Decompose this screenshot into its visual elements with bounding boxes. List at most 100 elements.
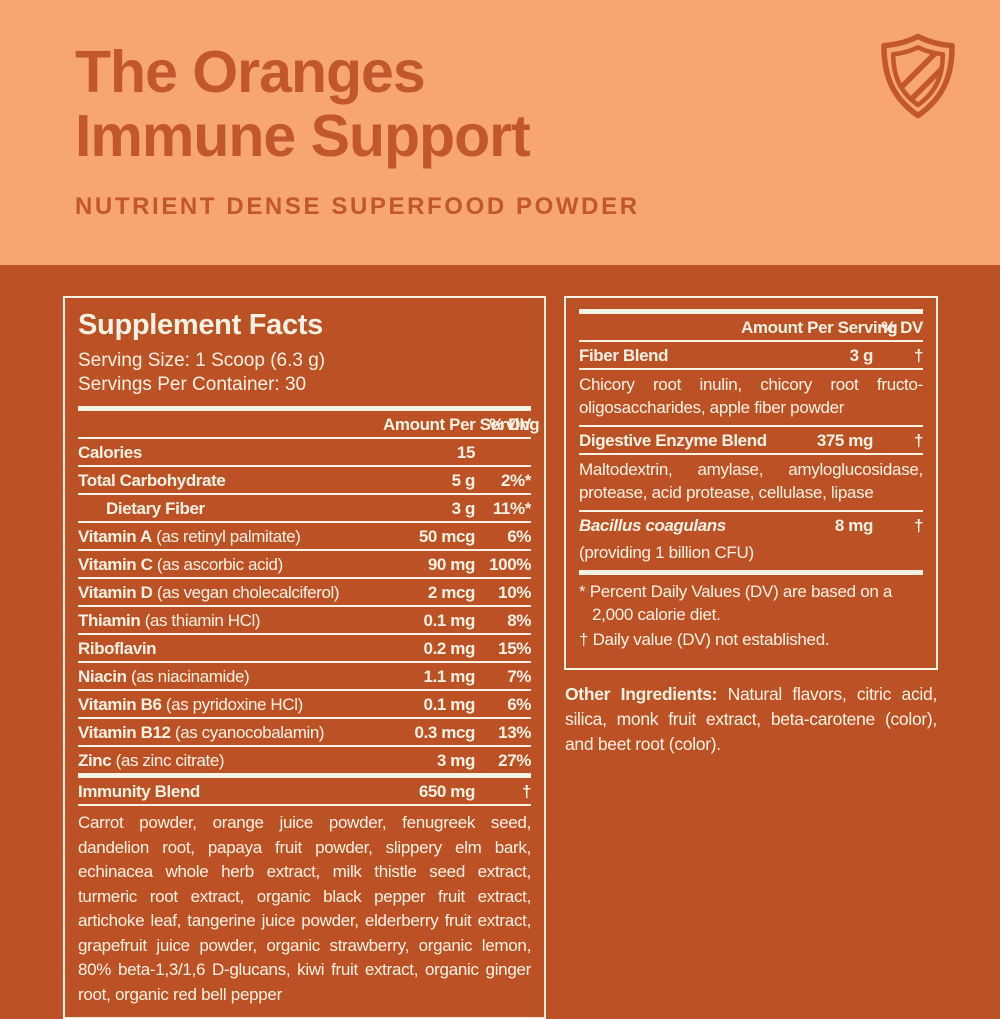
thin-divider xyxy=(78,804,531,806)
table-row: Calories 15 xyxy=(78,439,531,467)
column-header-dv: % DV xyxy=(489,415,531,434)
nutrient-dv: † xyxy=(521,782,531,801)
nutrient-name-source: (as zinc citrate) xyxy=(111,751,225,770)
nutrient-name-source: (as ascorbic acid) xyxy=(152,555,283,574)
blend-section: Digestive Enzyme Blend 375 mg † Maltodex… xyxy=(579,425,923,510)
nutrient-amount: 5 g xyxy=(451,471,476,490)
blend-description: Chicory root inulin, chicory root fructo… xyxy=(579,375,923,417)
blend-sections: Fiber Blend 3 g † Chicory root inulin, c… xyxy=(579,342,923,570)
table-row: Dietary Fiber 3 g 11%* xyxy=(78,495,531,523)
table-row: Vitamin D (as vegan cholecalciferol) 2 m… xyxy=(78,579,531,607)
table-row: Niacin (as niacinamide) 1.1 mg 7% xyxy=(78,663,531,691)
other-ingredients: Other Ingredients: Natural flavors, citr… xyxy=(564,682,938,757)
footnote-not-established: † Daily value (DV) not established. xyxy=(579,630,830,649)
blend-row: Bacillus coagulans 8 mg † xyxy=(579,512,923,538)
nutrient-amount: 650 mg xyxy=(418,782,476,801)
blend-name: Bacillus coagulans xyxy=(579,516,726,535)
nutrient-name-source: (as pyridoxine HCl) xyxy=(161,695,303,714)
blends-panel: Amount Per Serving % DV Fiber Blend 3 g … xyxy=(564,296,938,670)
table-row: Riboflavin 0.2 mg 15% xyxy=(78,635,531,663)
blend-section: Bacillus coagulans 8 mg † (providing 1 b… xyxy=(579,510,923,570)
blend-description-wrap: Chicory root inulin, chicory root fructo… xyxy=(579,368,923,425)
nutrient-dv: 8% xyxy=(507,611,531,630)
serving-size: Serving Size: 1 Scoop (6.3 g) xyxy=(78,350,326,371)
blend-description: (providing 1 billion CFU) xyxy=(579,543,754,562)
nutrient-name-source: (as retinyl palmitate) xyxy=(151,527,301,546)
supplement-facts-panel: Supplement Facts Serving Size: 1 Scoop (… xyxy=(63,296,546,1019)
nutrient-dv: 6% xyxy=(507,695,531,714)
blend-description-wrap: (providing 1 billion CFU) xyxy=(579,538,923,570)
nutrient-amount: 2 mcg xyxy=(427,583,476,602)
nutrient-dv: 27% xyxy=(498,751,531,770)
label-header: The Oranges Immune Support NUTRIENT DENS… xyxy=(0,0,1000,265)
other-ingredients-text: Natural flavors, citric acid, silica, mo… xyxy=(565,684,938,754)
nutrient-amount: 1.1 mg xyxy=(423,667,476,686)
blend-amount: 3 g xyxy=(849,346,874,365)
column-header-amount: Amount Per Serving xyxy=(741,318,898,337)
nutrient-amount: 50 mcg xyxy=(418,527,476,546)
table-row: Total Carbohydrate 5 g 2%* xyxy=(78,467,531,495)
blend-name: Fiber Blend xyxy=(579,346,669,365)
table-row: Vitamin B6 (as pyridoxine HCl) 0.1 mg 6% xyxy=(78,691,531,719)
blend-description-wrap: Maltodextrin, amylase, amyloglucosidase,… xyxy=(579,453,923,510)
nutrient-name-source: (as thiamin HCl) xyxy=(140,611,261,630)
nutrient-name: Riboflavin xyxy=(78,639,157,658)
product-title-line2: Immune Support xyxy=(75,103,531,170)
blend-row: Digestive Enzyme Blend 375 mg † xyxy=(579,427,923,453)
nutrient-amount: 3 g xyxy=(451,499,476,518)
table-row: Thiamin (as thiamin HCl) 0.1 mg 8% xyxy=(78,607,531,635)
nutrient-name: Vitamin B6 (as pyridoxine HCl) xyxy=(78,695,303,714)
immunity-blend-ingredients: Carrot powder, orange juice powder, fenu… xyxy=(78,813,531,1004)
nutrient-name: Vitamin B12 (as cyanocobalamin) xyxy=(78,723,325,742)
product-title: The Oranges Immune Support xyxy=(75,40,1000,169)
product-title-line1: The Oranges xyxy=(75,39,426,105)
nutrient-name: Niacin (as niacinamide) xyxy=(78,667,250,686)
blend-name: Digestive Enzyme Blend xyxy=(579,431,767,450)
other-ingredients-label: Other Ingredients: xyxy=(565,684,718,704)
nutrient-amount: 3 mg xyxy=(436,751,475,770)
nutrient-amount: 90 mg xyxy=(427,555,476,574)
footnote-dv: * Percent Daily Values (DV) are based on… xyxy=(579,582,893,624)
shield-icon xyxy=(881,33,955,119)
nutrient-name: Vitamin A (as retinyl palmitate) xyxy=(78,527,301,546)
footnotes: * Percent Daily Values (DV) are based on… xyxy=(579,575,923,652)
blend-section: Fiber Blend 3 g † Chicory root inulin, c… xyxy=(579,342,923,425)
thick-divider xyxy=(579,570,923,575)
servings-per-container: Servings Per Container: 30 xyxy=(78,374,307,395)
nutrient-amount: 0.2 mg xyxy=(423,639,476,658)
facts-column-headers: Amount Per Serving % DV xyxy=(78,411,540,439)
right-column: Amount Per Serving % DV Fiber Blend 3 g … xyxy=(564,296,938,757)
nutrient-name: Zinc (as zinc citrate) xyxy=(78,751,225,770)
nutrient-dv: 13% xyxy=(498,723,531,742)
nutrient-name: Calories xyxy=(78,443,142,462)
blend-dv: † xyxy=(913,431,923,450)
table-row: Vitamin A (as retinyl palmitate) 50 mcg … xyxy=(78,523,531,551)
nutrient-dv: 2%* xyxy=(501,471,531,490)
nutrient-name: Vitamin C (as ascorbic acid) xyxy=(78,555,283,574)
column-header-amount: Amount Per Serving xyxy=(383,415,540,434)
product-subtitle: NUTRIENT DENSE SUPERFOOD POWDER xyxy=(75,192,640,220)
table-row: Vitamin B12 (as cyanocobalamin) 0.3 mcg … xyxy=(78,719,531,747)
nutrient-dv: 15% xyxy=(498,639,531,658)
thick-divider xyxy=(78,773,531,778)
nutrient-name-source: (as niacinamide) xyxy=(126,667,250,686)
nutrient-name: Thiamin (as thiamin HCl) xyxy=(78,611,261,630)
blends-column-headers: Amount Per Serving % DV xyxy=(579,314,923,342)
nutrient-name: Dietary Fiber xyxy=(106,499,205,518)
nutrient-amount: 0.3 mcg xyxy=(414,723,475,742)
blend-dv: † xyxy=(913,516,923,535)
thick-divider xyxy=(579,309,923,314)
nutrient-amount: 0.1 mg xyxy=(423,611,476,630)
nutrient-name: Immunity Blend xyxy=(78,782,200,801)
nutrient-amount: 15 xyxy=(456,443,476,462)
table-row: Zinc (as zinc citrate) 3 mg 27% xyxy=(78,747,531,773)
nutrient-dv: 6% xyxy=(507,527,531,546)
nutrient-name: Total Carbohydrate xyxy=(78,471,226,490)
blend-dv: † xyxy=(913,346,923,365)
supplement-facts-title: Supplement Facts xyxy=(78,309,323,341)
blend-amount: 375 mg xyxy=(816,431,874,450)
nutrient-dv: 11%* xyxy=(492,499,532,518)
table-row: Vitamin C (as ascorbic acid) 90 mg 100% xyxy=(78,551,531,579)
nutrient-name-source: (as vegan cholecalciferol) xyxy=(152,583,340,602)
